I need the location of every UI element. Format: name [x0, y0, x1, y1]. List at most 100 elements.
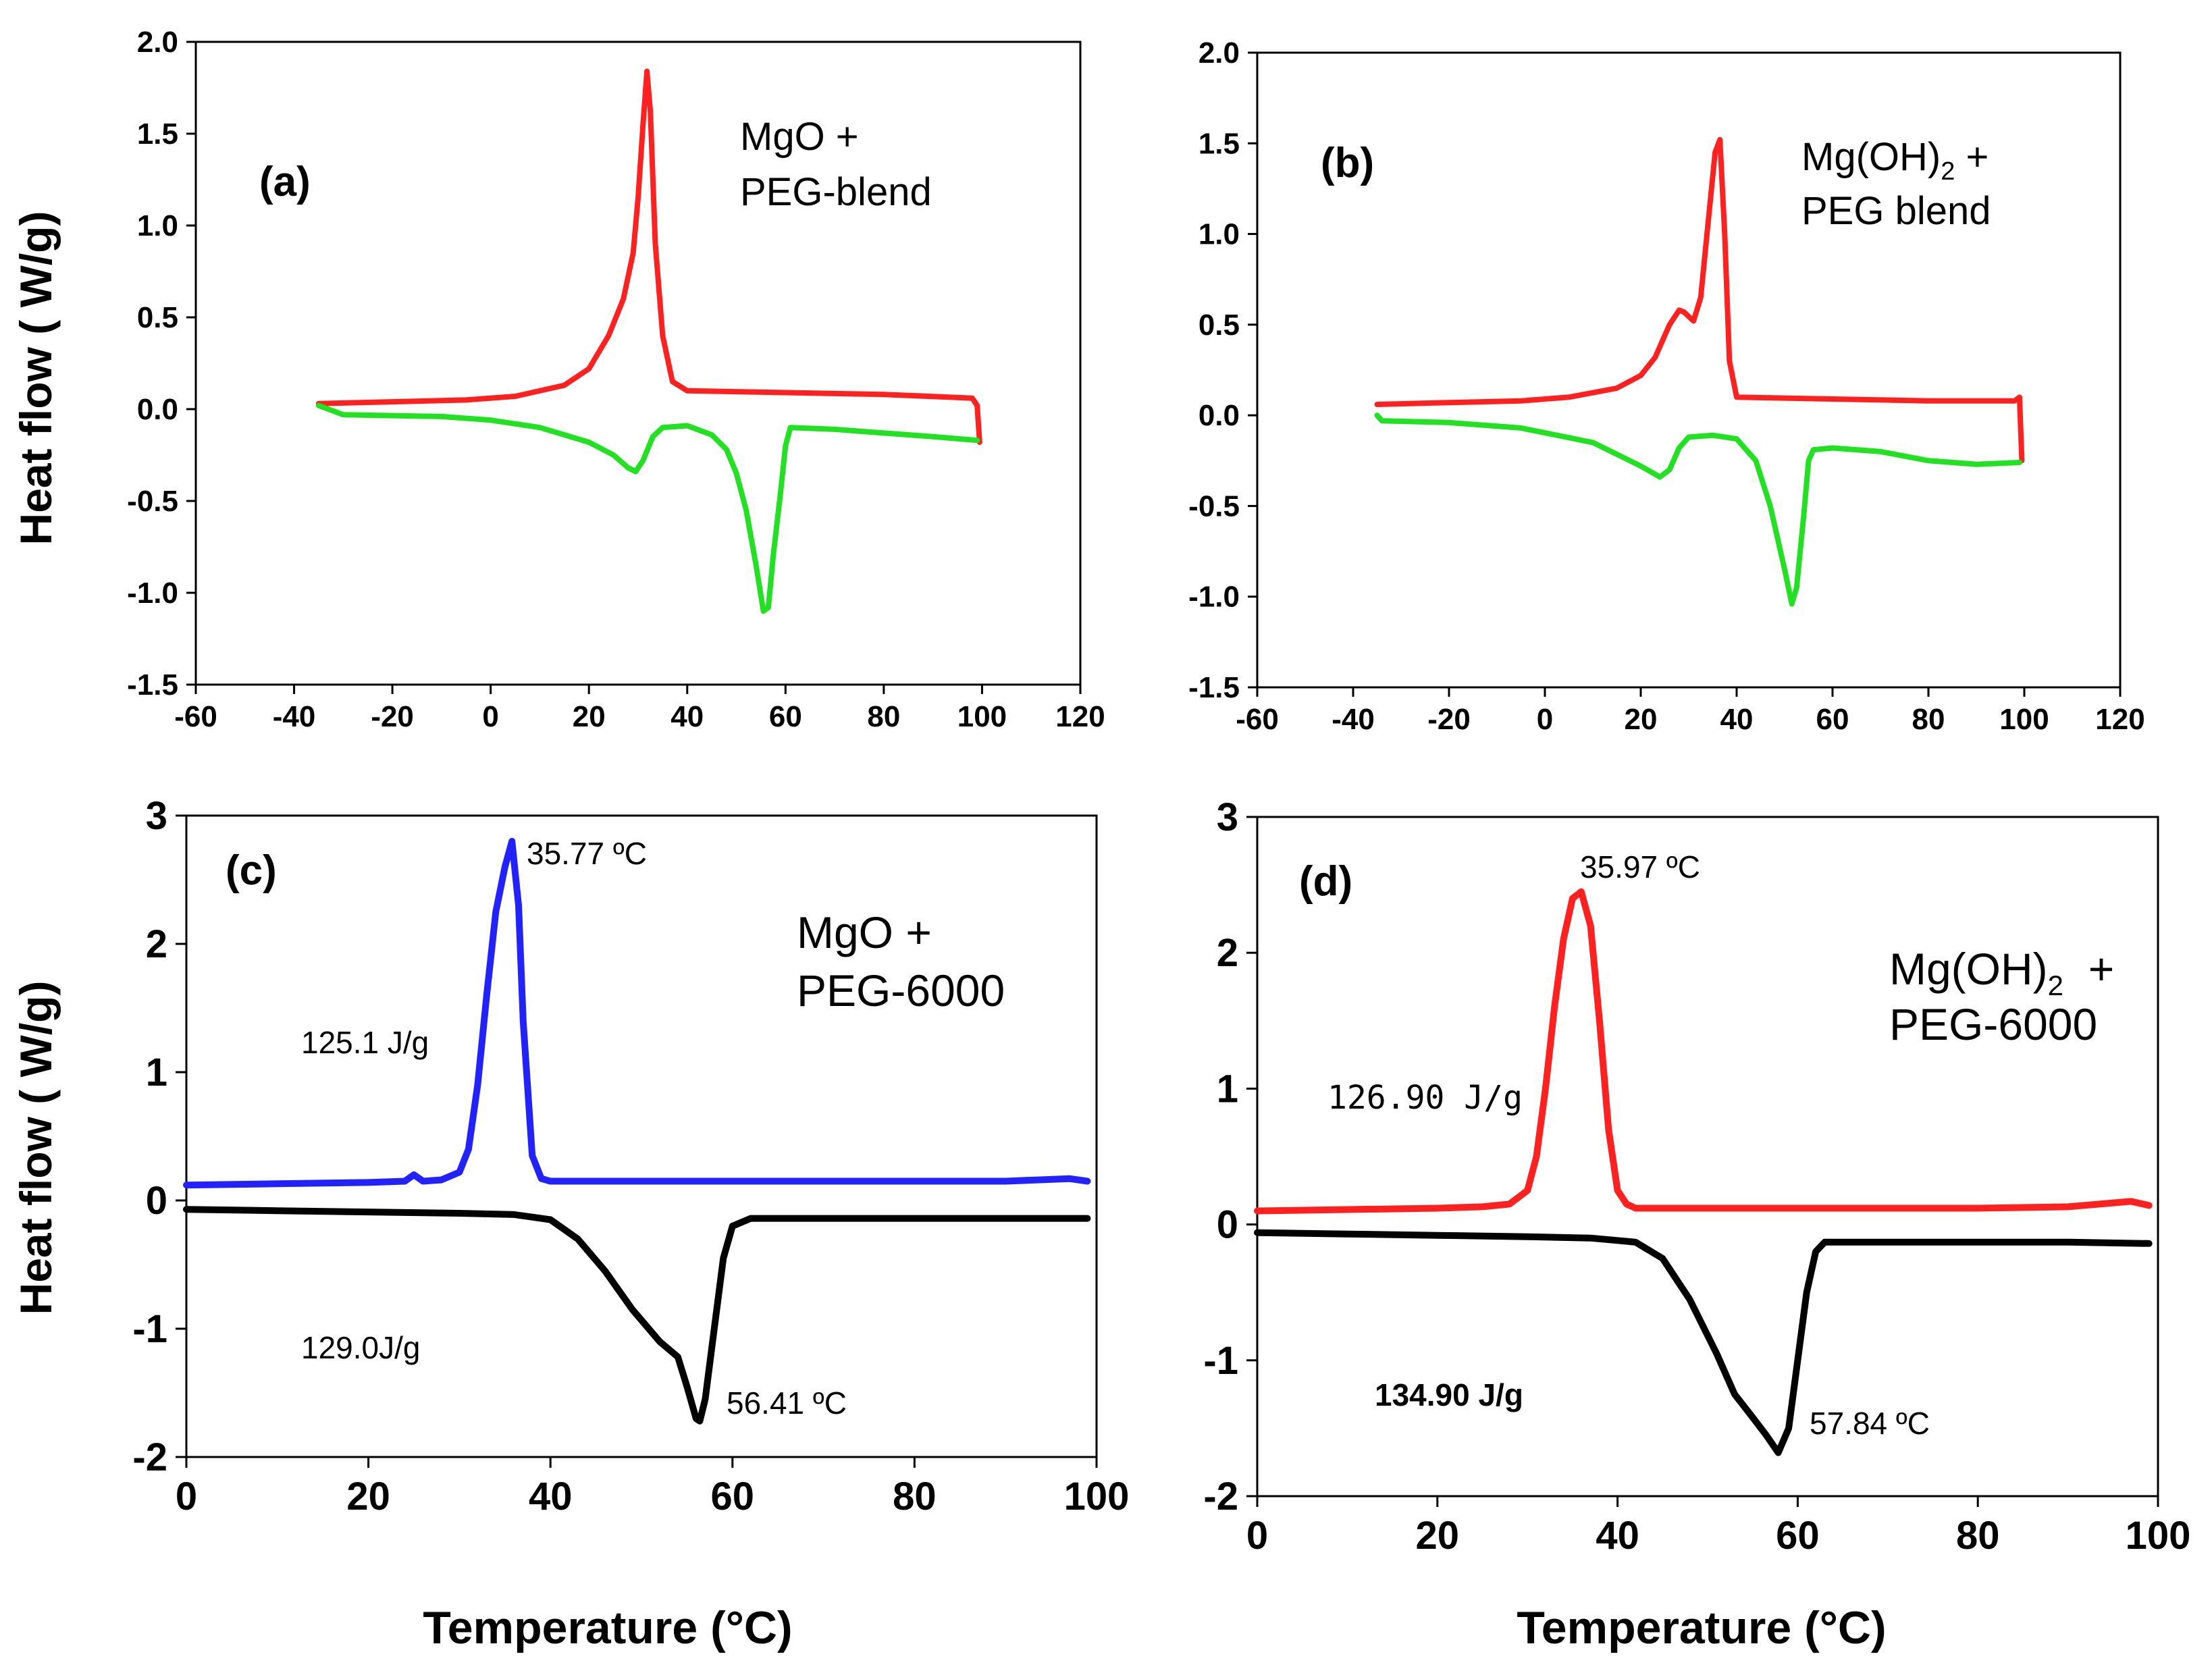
- panel-b-x-tick-label: 60: [1816, 703, 1849, 736]
- panel-b-y-tick-label: -1.0: [1188, 581, 1240, 614]
- panel-c-legend-line-2: PEG-6000: [797, 965, 1005, 1015]
- panel-a-x-tick-label: 40: [670, 700, 704, 733]
- panel-d-x-tick-label: 60: [1776, 1514, 1820, 1558]
- panel-d-label: (d): [1299, 858, 1352, 905]
- panel-d-cooling-peak-label: 57.84 ºC: [1810, 1406, 1930, 1441]
- panel-d-cooling-enthalpy: 134.90 J/g: [1375, 1377, 1523, 1412]
- panel-a-x-tick-label: 120: [1055, 700, 1105, 733]
- panel-c-cooling-peak-label: 56.41 ºC: [727, 1385, 847, 1421]
- panel-a-y-tick-label: -1.0: [127, 577, 178, 610]
- panel-c-x-tick-label: 100: [1064, 1475, 1130, 1518]
- panel-d-y-tick-label: 0: [1217, 1203, 1238, 1247]
- panel-b-y-tick-label: 1.0: [1199, 218, 1240, 251]
- panel-b-legend-main: Mg(OH): [1801, 135, 1941, 179]
- panel-b-plot-area: [1256, 51, 2122, 689]
- panel-c-y-tick-label: 2: [146, 922, 167, 966]
- panel-d-y-tick-label: 1: [1217, 1067, 1238, 1111]
- panel-d-heating-enthalpy: 126.90 J/g: [1327, 1079, 1523, 1117]
- panel-d-y-tick-label: -2: [1203, 1475, 1238, 1518]
- panel-d-legend-line-1: Mg(OH)2 +: [1889, 944, 2114, 1001]
- panel-b-x-tick-label: -40: [1332, 703, 1375, 736]
- panel-d-heating-peak-label: 35.97 ºC: [1580, 849, 1700, 884]
- panel-d-legend-main: Mg(OH): [1889, 944, 2048, 994]
- panel-d-legend-subscript: 2: [2048, 970, 2063, 1001]
- panel-a-x-tick-label: -20: [371, 700, 414, 733]
- panel-d-legend: Mg(OH)2 + PEG-6000: [1889, 944, 2114, 1049]
- panel-b-heating-curve: [1374, 136, 2025, 464]
- panel-b-legend-line-2: PEG blend: [1801, 189, 1991, 233]
- panel-a-legend-line-2: PEG-blend: [740, 170, 932, 214]
- panel-c-y-tick-label: 0: [146, 1179, 167, 1223]
- panel-c-x-tick-label: 20: [346, 1475, 390, 1518]
- panel-a-x-tick-label: 100: [957, 700, 1007, 733]
- panel-c-cooling-enthalpy: 129.0J/g: [301, 1330, 420, 1365]
- panel-c-x-tick-label: 80: [893, 1475, 937, 1518]
- panel-a-y-tick-label: -0.5: [127, 485, 178, 518]
- panel-c-y-tick-label: 1: [146, 1051, 167, 1094]
- panel-b-cooling-curve: [1374, 413, 2022, 607]
- panel-d-legend-plus: +: [2063, 944, 2114, 994]
- panel-d-x-tick-label: 40: [1596, 1514, 1639, 1558]
- panel-c-y-tick-label: -1: [132, 1307, 167, 1351]
- x-axis-title-right: Temperature (°C): [1517, 1602, 1886, 1653]
- panel-a-y-tick-label: 2.0: [137, 26, 178, 59]
- panel-b-y-tick-label: -0.5: [1188, 489, 1240, 523]
- panel-b-x-tick-label: 40: [1720, 703, 1754, 736]
- panel-a-y-tick-label: 0.0: [137, 393, 178, 426]
- panel-b-x-tick-label: 120: [2095, 703, 2144, 736]
- panel-a-x-tick-label: 60: [769, 700, 802, 733]
- panel-c-legend-line-1: MgO +: [797, 907, 932, 957]
- panel-b-x-tick-label: -60: [1236, 703, 1279, 736]
- panel-a-chart: -60 -40 -20 0 20 40 60 80 100 120 -1.5 -1.0 -0.5 0.0 0…: [127, 26, 1105, 733]
- panel-a-label: (a): [259, 159, 311, 205]
- panel-d-y-tick-label: 2: [1217, 931, 1238, 975]
- panel-a-plot-area: [194, 41, 1082, 686]
- panel-a-y-tick-label: 1.0: [137, 209, 178, 242]
- panel-c-cooling-curve: [183, 1206, 1091, 1425]
- panel-b-chart: -60 -40 -20 0 20 40 60 80 100 120 -1.5 -1.0 -0.5 0.0 0…: [1188, 36, 2145, 736]
- panel-a-legend-line-1: MgO +: [740, 115, 859, 159]
- panel-b-x-tick-label: 100: [1999, 703, 2049, 736]
- panel-b-x-tick-label: 20: [1625, 703, 1658, 736]
- panel-b-label: (b): [1321, 140, 1374, 186]
- panel-a-y-tick-label: 0.5: [137, 301, 178, 334]
- panel-c-legend: MgO + PEG-6000: [797, 907, 1005, 1015]
- panel-d-heating-curve: [1254, 888, 2153, 1215]
- panel-c-plot-area: [185, 814, 1098, 1458]
- panel-b-legend: Mg(OH)2 + PEG blend: [1801, 135, 1991, 233]
- panel-b-x-tick-label: 80: [1912, 703, 1945, 736]
- panel-c-label: (c): [226, 847, 277, 894]
- panel-b-y-tick-label: 0.0: [1199, 399, 1240, 432]
- panel-a-x-tick-label: 80: [867, 700, 900, 733]
- panel-b-y-tick-label: -1.5: [1188, 671, 1240, 704]
- panel-b-y-tick-label: 2.0: [1199, 36, 1240, 70]
- panel-a-y-tick-label: 1.5: [137, 117, 178, 151]
- y-axis-title-top: Heat flow ( W/g): [11, 211, 61, 546]
- panel-c-x-tick-label: 60: [711, 1475, 755, 1518]
- panel-a-cooling-curve: [315, 402, 980, 614]
- panel-c-y-tick-label: 3: [146, 794, 167, 838]
- panel-b-x-tick-label: 0: [1537, 703, 1553, 736]
- panel-d-x-tick-label: 20: [1416, 1514, 1460, 1558]
- panel-c-x-tick-label: 40: [529, 1475, 573, 1518]
- panel-b-legend-plus: +: [1955, 135, 1989, 179]
- panel-a-x-tick-label: -40: [273, 700, 316, 733]
- panel-b-y-tick-label: 0.5: [1199, 309, 1240, 342]
- panel-a-legend: MgO + PEG-blend: [740, 115, 932, 214]
- panel-c-y-tick-label: -2: [132, 1435, 167, 1479]
- panel-a-x-tick-label: 20: [573, 700, 606, 733]
- panel-b-legend-subscript: 2: [1941, 157, 1955, 186]
- panel-b-legend-line-1: Mg(OH)2 +: [1801, 135, 1989, 186]
- panel-d-x-tick-label: 100: [2126, 1514, 2191, 1558]
- panel-d-cooling-curve: [1254, 1229, 2153, 1456]
- panel-a-heating-curve: [315, 68, 982, 445]
- panel-a-x-tick-label: -60: [174, 700, 217, 733]
- panel-c-x-tick-label: 0: [176, 1475, 197, 1518]
- panel-d-x-tick-label: 80: [1956, 1514, 2000, 1558]
- panel-c-heating-curve: [183, 838, 1091, 1189]
- panel-d-y-tick-label: -1: [1203, 1339, 1238, 1383]
- panel-a-x-tick-label: 0: [482, 700, 498, 733]
